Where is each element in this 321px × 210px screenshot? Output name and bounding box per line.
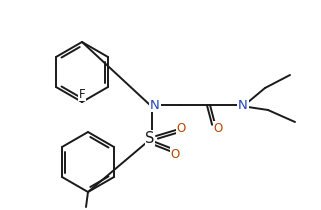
Text: N: N — [238, 98, 248, 112]
Text: O: O — [213, 122, 223, 134]
Text: F: F — [79, 88, 85, 101]
Text: N: N — [150, 98, 160, 112]
Text: O: O — [176, 122, 186, 134]
Text: O: O — [170, 147, 180, 160]
Text: S: S — [145, 130, 155, 146]
